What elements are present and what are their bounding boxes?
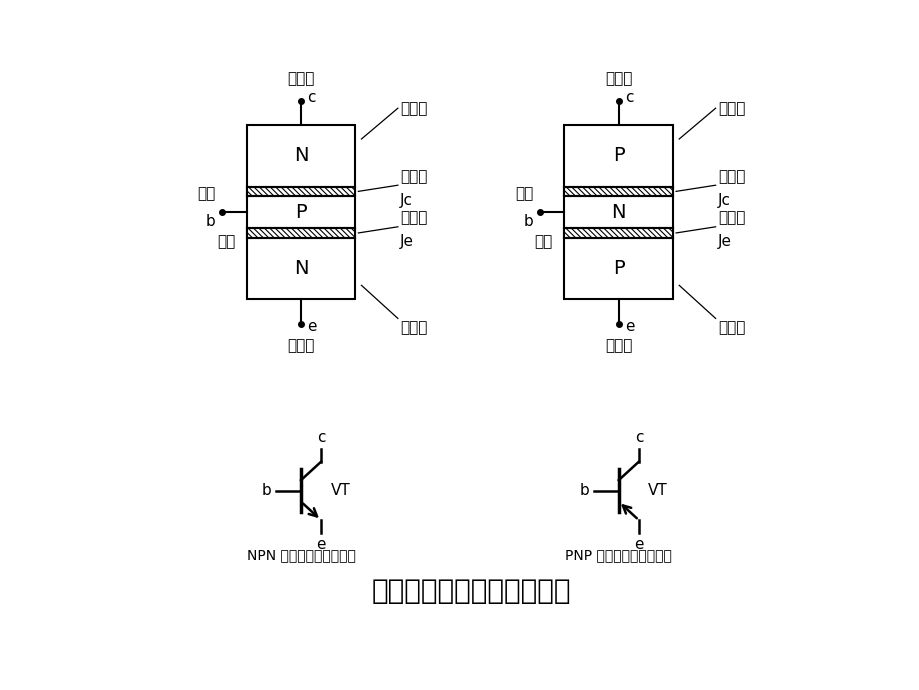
Text: Jc: Jc [717,193,731,208]
Text: 基区: 基区 [217,234,235,248]
Text: 发射极: 发射极 [287,337,314,353]
Bar [246,187,355,196]
Text: P: P [612,259,624,278]
Text: e: e [316,537,325,552]
Text: 发射区: 发射区 [717,320,744,335]
Text: c: c [316,430,325,444]
Text: e: e [624,319,634,335]
Text: N: N [293,146,308,166]
Text: 集电结: 集电结 [400,168,427,184]
Text: P: P [612,146,624,166]
Text: 基极: 基极 [515,186,533,201]
Text: c: c [634,430,642,444]
Text: 发射极: 发射极 [605,337,631,353]
Text: VT: VT [648,484,667,498]
Text: P: P [295,203,306,221]
Text: b: b [262,484,271,498]
Text: 集电区: 集电区 [717,101,744,116]
Text: 发射结: 发射结 [400,210,427,225]
Text: 发射结: 发射结 [717,210,744,225]
Bar [246,125,355,299]
Text: b: b [206,214,216,228]
Text: Je: Je [717,235,732,250]
Text: 发射区: 发射区 [400,320,427,335]
Text: 基区: 基区 [534,234,552,248]
Text: Je: Je [400,235,414,250]
Text: c: c [307,90,315,105]
Text: Jc: Jc [400,193,413,208]
Text: 集电区: 集电区 [400,101,427,116]
Bar [564,228,673,237]
Bar [246,228,355,237]
Text: 集电极: 集电极 [287,72,314,87]
Text: b: b [523,214,533,228]
Text: NPN 型三极管结构与符号: NPN 型三极管结构与符号 [246,549,355,562]
Text: 基极: 基极 [198,186,216,201]
Text: PNP 型三极管结构与符号: PNP 型三极管结构与符号 [564,549,672,562]
Text: VT: VT [330,484,350,498]
Text: c: c [624,90,633,105]
Bar [564,125,673,299]
Text: e: e [307,319,316,335]
Text: N: N [293,259,308,278]
Text: b: b [579,484,589,498]
Text: e: e [633,537,643,552]
Text: N: N [611,203,625,221]
Bar [564,187,673,196]
Text: 集电结: 集电结 [717,168,744,184]
Text: 集电极: 集电极 [605,72,631,87]
Text: 三极管的结构示意图和符号: 三极管的结构示意图和符号 [371,577,571,605]
